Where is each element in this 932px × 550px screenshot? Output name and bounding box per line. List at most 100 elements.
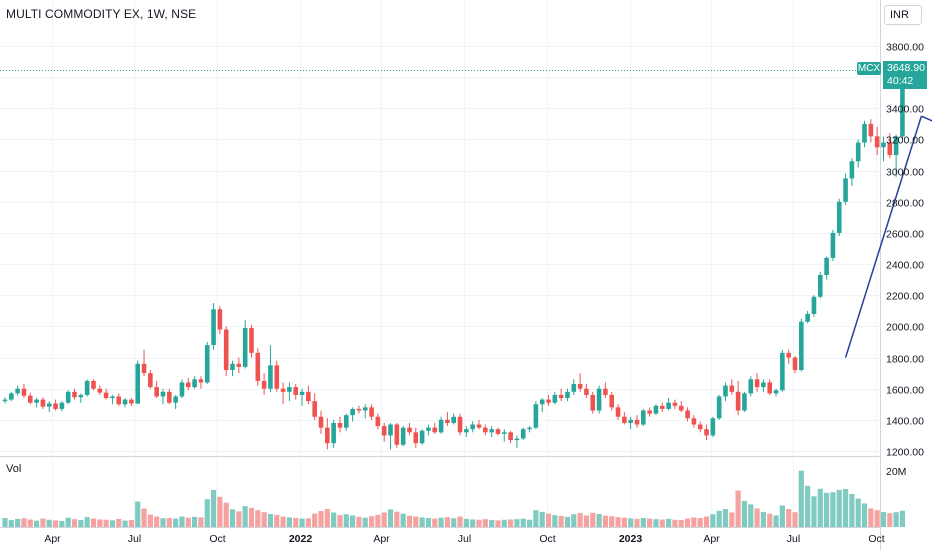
candle-body [489, 429, 494, 433]
volume-bar [27, 519, 33, 527]
volume-bar [558, 515, 564, 527]
candle-body [293, 387, 299, 395]
chart-title: MULTI COMMODITY EX, 1W, NSE [6, 7, 197, 21]
volume-bar [210, 489, 217, 527]
volume-bar [21, 518, 27, 527]
candle-body [596, 388, 602, 411]
volume-bar [508, 519, 514, 527]
candle-body [742, 393, 747, 411]
candle-body [691, 418, 697, 425]
volume-bar [880, 511, 887, 527]
candle-body [824, 257, 829, 275]
volume-bar [59, 520, 65, 527]
volume-bar [767, 513, 773, 527]
price-tick-label: 3200.00 [886, 135, 924, 147]
candle-body [91, 380, 96, 389]
candle-body [236, 363, 242, 367]
candle-body [97, 388, 103, 393]
volume-bar [419, 517, 425, 527]
candle-body [501, 432, 507, 434]
candle-body [53, 403, 58, 409]
candle-body [634, 419, 640, 425]
candle-body [666, 402, 671, 409]
candle-body [843, 178, 848, 202]
volume-bar [817, 488, 823, 527]
candle-body [337, 422, 343, 428]
volume-bars [2, 470, 906, 527]
candle-body [609, 394, 615, 408]
volume-bar [634, 518, 640, 527]
volume-bar [135, 501, 141, 527]
candle-body [280, 388, 286, 392]
candle-body [748, 379, 754, 394]
volume-bar [128, 520, 134, 527]
currency-button[interactable]: INR [884, 5, 922, 25]
candle-body [761, 382, 766, 388]
candle-body [438, 419, 444, 433]
candle-body [704, 429, 709, 436]
volume-bar [615, 517, 621, 527]
volume-label: Vol [6, 463, 22, 475]
volume-bar [659, 519, 665, 527]
candle-body [179, 382, 185, 397]
candle-body [40, 399, 46, 407]
candle-body [881, 142, 886, 148]
candle-body [306, 391, 311, 402]
volume-bar [748, 504, 754, 527]
price-tick-label: 3400.00 [886, 104, 924, 116]
time-axis-labels: AprJulOct2022AprJulOct2023AprJulOct2024 [44, 533, 884, 545]
volume-bar [204, 499, 210, 527]
candle-body [735, 391, 741, 411]
candle-body [432, 427, 438, 433]
volume-bar [173, 518, 179, 527]
volume-bar [381, 512, 387, 527]
candle-body [451, 416, 457, 423]
volume-bar [223, 502, 229, 527]
volume-bar [46, 519, 52, 527]
volume-bar [103, 519, 109, 527]
volume-bar [855, 498, 861, 527]
volume-bar [760, 511, 766, 527]
price-tick-label: 2600.00 [886, 229, 924, 241]
volume-bar [476, 519, 482, 527]
time-tick-label: Jul [128, 533, 141, 545]
candle-body [527, 427, 532, 430]
candle-body [628, 419, 633, 423]
candle-body [400, 427, 406, 445]
candle-body [350, 408, 355, 416]
volume-bar [716, 510, 722, 527]
volume-bar [741, 500, 748, 527]
volume-bar [830, 492, 836, 527]
volume-bar [703, 516, 710, 527]
volume-bar [299, 518, 305, 527]
volume-bar [286, 517, 292, 527]
volume-bar [438, 517, 444, 527]
candle-body [274, 365, 280, 389]
candle-body [299, 391, 305, 395]
volume-bar [489, 520, 495, 527]
candle-body [836, 201, 842, 233]
volume-bar [672, 519, 678, 527]
volume-bar [84, 517, 90, 527]
candle-body [470, 424, 475, 430]
candle-body [331, 422, 336, 444]
candle-body [84, 380, 90, 395]
volume-bar [40, 518, 46, 527]
candle-body [211, 309, 216, 346]
volume-bar [722, 509, 729, 527]
price-tick-label: 2000.00 [886, 322, 924, 334]
volume-bar [590, 512, 596, 527]
volume-bar [15, 518, 21, 527]
volume-bar [400, 513, 406, 527]
candle-body [135, 363, 141, 404]
volume-bar [470, 519, 476, 527]
candle-body [413, 432, 419, 444]
price-tick-label: 3000.00 [886, 167, 924, 179]
candle-body [369, 407, 374, 417]
volume-bar [836, 489, 842, 527]
volume-bar [792, 512, 798, 527]
volume-bar [602, 515, 608, 527]
trendline[interactable] [844, 115, 923, 358]
candle-body [577, 384, 583, 389]
